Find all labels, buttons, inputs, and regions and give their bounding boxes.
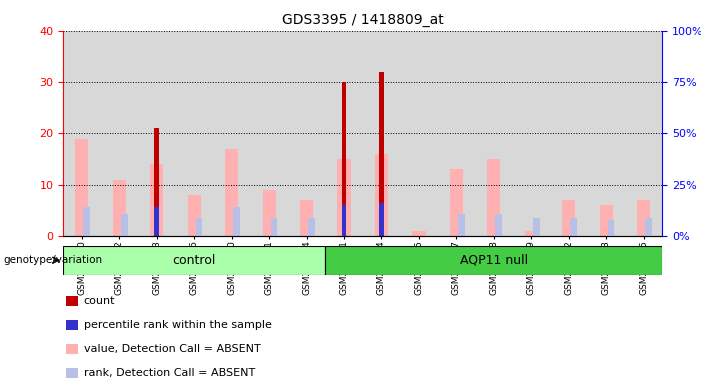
Bar	[175, 31, 213, 236]
Bar	[75, 139, 88, 236]
Bar	[271, 218, 278, 236]
Bar	[121, 214, 128, 236]
Bar	[67, 320, 78, 330]
Bar	[213, 31, 250, 236]
Bar	[337, 159, 350, 236]
Bar	[100, 31, 138, 236]
Bar	[487, 159, 501, 236]
Bar	[154, 207, 159, 236]
Bar	[562, 200, 576, 236]
Text: value, Detection Call = ABSENT: value, Detection Call = ABSENT	[83, 344, 260, 354]
Bar	[300, 200, 313, 236]
Bar	[263, 190, 275, 236]
Bar	[342, 82, 346, 236]
Bar	[437, 31, 475, 236]
Bar	[63, 31, 100, 236]
Bar	[533, 218, 540, 236]
Text: control: control	[172, 254, 216, 266]
Title: GDS3395 / 1418809_at: GDS3395 / 1418809_at	[282, 13, 444, 27]
Bar	[637, 200, 651, 236]
Text: genotype/variation: genotype/variation	[4, 255, 102, 265]
Bar	[342, 205, 346, 236]
Bar	[375, 154, 388, 236]
Bar	[325, 31, 363, 236]
Bar	[379, 72, 383, 236]
Bar	[400, 31, 437, 236]
FancyBboxPatch shape	[325, 246, 662, 275]
Bar	[308, 218, 315, 236]
Text: count: count	[83, 296, 115, 306]
Text: percentile rank within the sample: percentile rank within the sample	[83, 320, 271, 330]
Bar	[587, 31, 625, 236]
Text: AQP11 null: AQP11 null	[460, 254, 528, 266]
Bar	[250, 31, 288, 236]
Bar	[288, 31, 325, 236]
Bar	[154, 128, 159, 236]
Text: rank, Detection Call = ABSENT: rank, Detection Call = ABSENT	[83, 368, 254, 378]
Bar	[67, 344, 78, 354]
Bar	[196, 218, 203, 236]
Bar	[512, 31, 550, 236]
Bar	[608, 220, 615, 236]
Bar	[625, 31, 662, 236]
Bar	[233, 207, 240, 236]
Bar	[645, 218, 652, 236]
Bar	[67, 296, 78, 306]
Bar	[363, 31, 400, 236]
Bar	[225, 149, 238, 236]
Bar	[138, 31, 175, 236]
Bar	[379, 203, 383, 236]
Bar	[188, 195, 200, 236]
Bar	[150, 164, 163, 236]
Bar	[475, 31, 512, 236]
Bar	[412, 231, 426, 236]
Bar	[571, 218, 577, 236]
FancyBboxPatch shape	[63, 246, 325, 275]
Bar	[458, 214, 465, 236]
Bar	[525, 231, 538, 236]
Bar	[550, 31, 587, 236]
Bar	[113, 180, 126, 236]
Bar	[83, 207, 90, 236]
Bar	[450, 169, 463, 236]
Bar	[496, 214, 502, 236]
Bar	[599, 205, 613, 236]
Bar	[67, 368, 78, 378]
